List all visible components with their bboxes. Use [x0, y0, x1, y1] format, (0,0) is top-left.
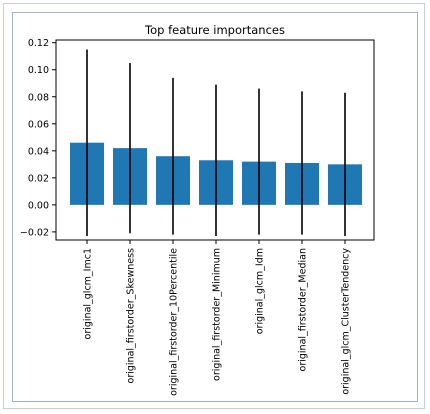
y-tick-label: 0.12 [28, 38, 49, 49]
y-axis: −0.02 0.00 0.02 0.04 0.06 0.08 0.10 0.12 [20, 38, 56, 238]
x-tick-label: original_firstorder_10Percentile [169, 248, 180, 396]
y-tick-label: 0.08 [28, 92, 49, 103]
error-bars-layer [86, 49, 346, 236]
x-tick-label: original_firstorder_Skewness [126, 248, 137, 384]
y-tick-label: 0.10 [28, 65, 49, 76]
y-tick-label: 0.00 [28, 200, 49, 211]
chart-title: Top feature importances [144, 23, 285, 37]
x-tick-label: original_firstorder_Median [298, 248, 309, 371]
y-tick-label: 0.02 [28, 173, 49, 184]
y-tick-label: −0.02 [20, 227, 49, 238]
plot-area [55, 39, 375, 241]
figure-inner-frame [12, 12, 418, 402]
figure-frame [3, 3, 425, 409]
x-tick-label: original_glcm_Idm [255, 248, 266, 334]
x-tick-label: original_firstorder_Minimum [212, 248, 223, 381]
x-tick-label: original_glcm_ClusterTendency [341, 248, 352, 395]
x-tick-label: original_glcm_Imc1 [83, 248, 94, 339]
x-axis: original_glcm_Imc1 original_firstorder_Sk… [83, 240, 352, 396]
y-tick-label: 0.06 [28, 119, 49, 130]
y-tick-label: 0.04 [28, 146, 49, 157]
